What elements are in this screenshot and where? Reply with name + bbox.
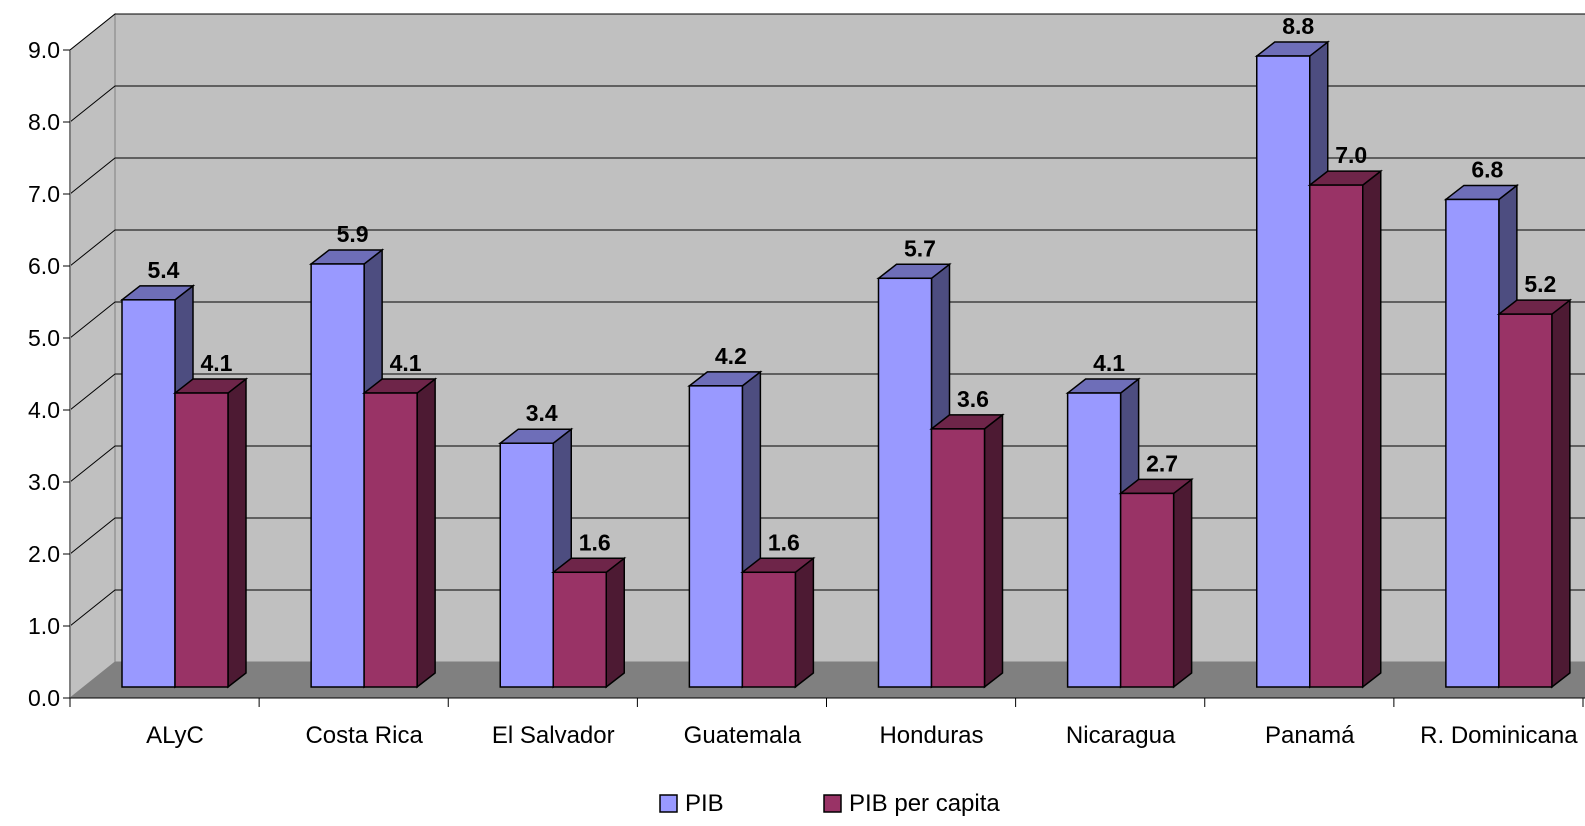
bar-front [930, 428, 986, 688]
bar-front [552, 571, 607, 688]
legend-swatch [659, 794, 678, 813]
legend-item-pib-per-capita: PIB per capita [823, 790, 1000, 817]
bar-side [605, 556, 625, 689]
bar-pib-per-capita-alyc [172, 377, 249, 689]
bar-side [227, 377, 247, 689]
y-tick-label: 2.0 [28, 541, 60, 567]
bar-side [1551, 298, 1571, 689]
bar-front [1498, 313, 1553, 688]
data-label: 5.4 [148, 257, 180, 283]
x-tick-label: Panamá [1265, 722, 1355, 749]
data-label: 8.8 [1282, 13, 1314, 39]
bar-front [310, 263, 365, 688]
bar-front [121, 299, 176, 688]
data-label: 4.2 [715, 343, 747, 369]
bar-pib-per-capita-guatemala [740, 556, 816, 689]
value-axis: 0.0 1.0 2.0 3.0 4.0 5.0 6.0 7.0 8.0 9.0 [28, 37, 71, 711]
bar-pib-per-capita-el-salvador [551, 556, 627, 689]
bar-front [877, 277, 933, 688]
gridline [69, 13, 1585, 51]
floor [70, 662, 1585, 698]
y-tick-label: 0.0 [28, 685, 60, 711]
y-tick-label: 7.0 [28, 181, 60, 207]
bar-front [1309, 184, 1364, 688]
data-label: 4.1 [390, 350, 422, 376]
bar-side [1172, 477, 1193, 689]
bar-front [741, 571, 797, 688]
bar-pib-per-capita-r-dominicana [1496, 298, 1573, 689]
x-tick-label: ALyC [146, 722, 204, 749]
x-tick-label: Guatemala [684, 722, 802, 749]
data-label: 1.6 [579, 529, 611, 555]
bar-pib-per-capita-costa-rica [361, 377, 438, 689]
bar-front [1119, 492, 1175, 688]
gridline [69, 301, 1585, 339]
x-tick-label: Costa Rica [305, 722, 423, 749]
legend-swatch [823, 794, 842, 813]
data-label: 3.4 [526, 400, 558, 426]
bar-side [983, 413, 1004, 689]
legend: PIB PIB per capita [659, 790, 1000, 817]
data-label: 4.1 [1093, 350, 1125, 376]
x-tick-label: Honduras [879, 722, 983, 749]
data-label: 5.2 [1524, 271, 1556, 297]
chart-walls [69, 12, 1585, 700]
bar-front [1256, 55, 1311, 688]
bar-front [174, 392, 229, 688]
y-tick-label: 6.0 [28, 253, 60, 279]
bar-pib-per-capita-nicaragua [1118, 477, 1194, 689]
bar-pib-el-salvador [498, 427, 574, 689]
gridline [69, 229, 1585, 267]
data-label: 5.9 [337, 221, 369, 247]
gridline [69, 373, 1585, 411]
bar-side [416, 377, 436, 689]
legend-label: PIB [685, 790, 724, 817]
data-label: 4.1 [201, 350, 233, 376]
y-tick-label: 4.0 [28, 397, 60, 423]
bars [119, 40, 1573, 689]
bar-front [688, 385, 744, 688]
legend-label: PIB per capita [849, 790, 1000, 817]
legend-item-pib: PIB [659, 790, 724, 817]
bar-side [1362, 169, 1382, 689]
bar-front [1066, 392, 1122, 688]
bar-front [1445, 198, 1500, 688]
y-tick-label: 9.0 [28, 37, 60, 63]
bar-pib-guatemala [687, 370, 763, 689]
bar-side [794, 556, 815, 689]
data-label: 6.8 [1471, 156, 1503, 182]
x-tick-label: El Salvador [492, 722, 615, 749]
y-tick-label: 1.0 [28, 613, 60, 639]
bar-pib-per-capita-panama [1307, 169, 1383, 689]
bar-pib-per-capita-honduras [929, 413, 1005, 689]
data-label: 2.7 [1146, 450, 1178, 476]
data-label: 3.6 [957, 386, 989, 412]
data-label: 5.7 [904, 235, 936, 261]
x-tick-label: Nicaragua [1066, 722, 1176, 749]
y-tick-label: 5.0 [28, 325, 60, 351]
category-axis: ALyC Costa Rica El Salvador Guatemala Hondur… [69, 697, 1585, 749]
bar-front [499, 442, 554, 688]
data-labels: 5.4 4.1 5.9 4.1 3.4 1.6 4.2 1.6 5.7 3.6 4.1 2.7 8.8 7… [148, 13, 1557, 555]
y-tick-label: 8.0 [28, 109, 60, 135]
y-tick-label: 3.0 [28, 469, 60, 495]
bar-front [363, 392, 418, 688]
x-tick-label: R. Dominicana [1420, 722, 1578, 749]
data-label: 1.6 [768, 529, 800, 555]
data-label: 7.0 [1335, 142, 1367, 168]
gridline [69, 157, 1585, 195]
gridline [69, 85, 1585, 123]
